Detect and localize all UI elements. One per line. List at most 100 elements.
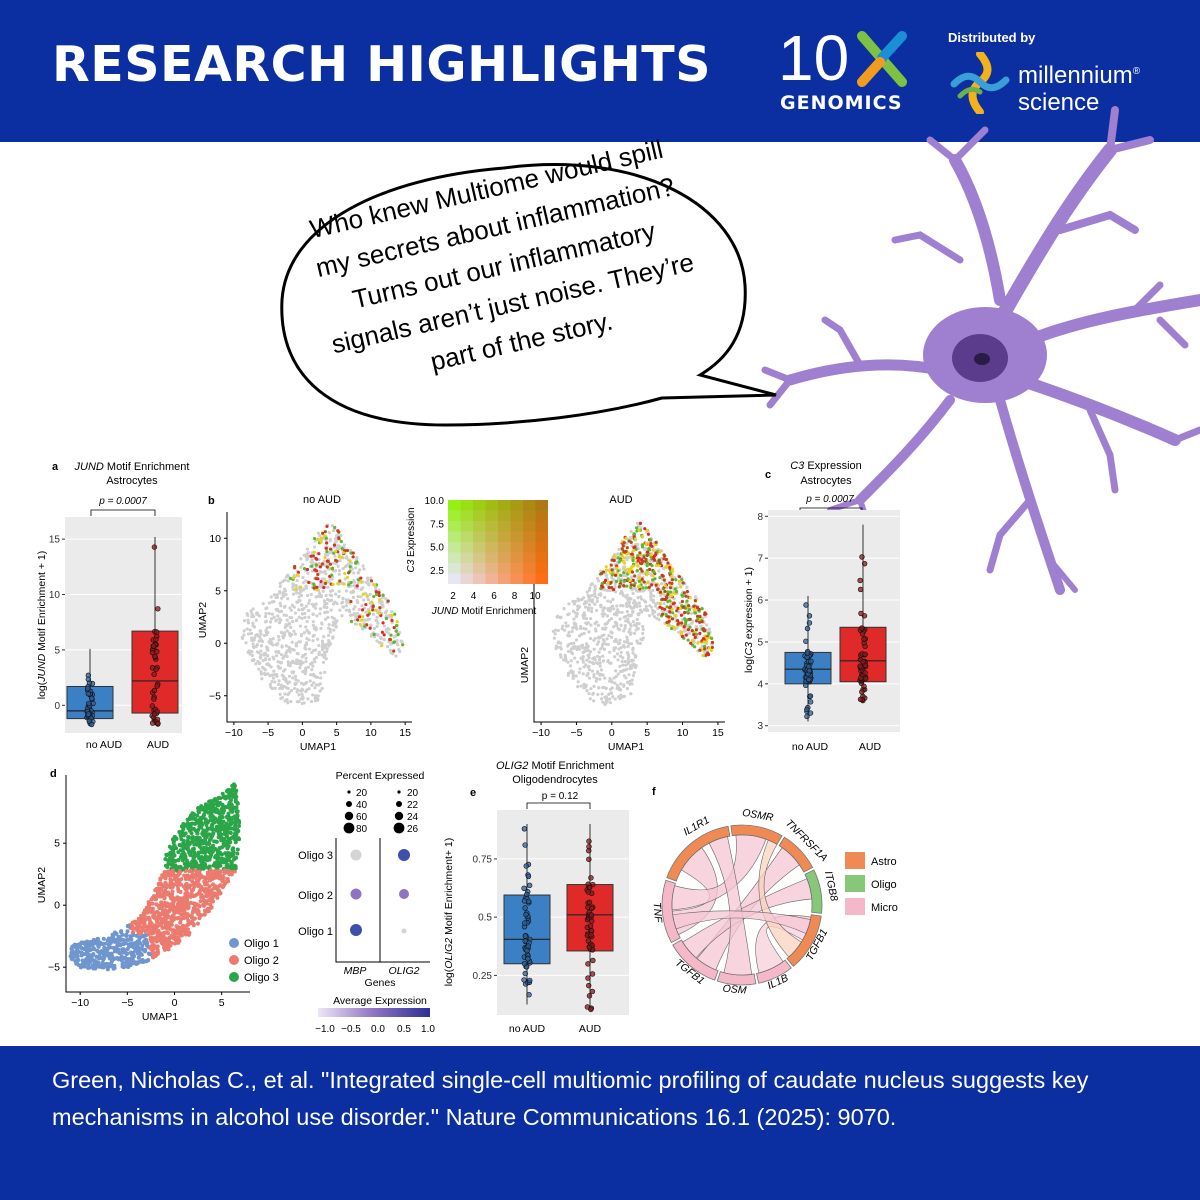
- umap-point: [128, 950, 133, 955]
- umap-point: [357, 607, 361, 612]
- umap-highlight-point: [604, 565, 608, 569]
- umap-point: [185, 906, 190, 911]
- umap-point: [662, 566, 666, 570]
- legend-xlabel-rest: Motif Enrichment: [458, 606, 536, 617]
- umap-highlight-point: [683, 610, 687, 615]
- umap-highlight-point: [622, 541, 626, 545]
- umap-point: [579, 624, 583, 629]
- umap-point: [123, 955, 128, 960]
- umap-point: [595, 642, 599, 646]
- umap-point: [653, 604, 658, 608]
- umap-point: [192, 850, 197, 855]
- umap-point: [275, 595, 279, 600]
- umap-highlight-point: [670, 574, 674, 578]
- umap-highlight-point: [615, 564, 619, 568]
- umap-point: [274, 607, 278, 612]
- data-point: [857, 696, 864, 703]
- umap-point: [311, 612, 315, 616]
- umap-point: [359, 587, 363, 592]
- legend-cell: [510, 563, 523, 574]
- umap-point: [311, 634, 315, 638]
- umap-highlight-point: [643, 527, 647, 531]
- umap-point: [287, 647, 292, 651]
- umap-highlight-point: [635, 569, 639, 573]
- umap-point: [561, 624, 565, 628]
- y-tick-label: 5: [54, 645, 60, 656]
- umap-point: [199, 858, 204, 863]
- umap-point: [242, 629, 246, 633]
- umap-point: [155, 945, 160, 950]
- umap-point: [171, 844, 176, 849]
- umap-point: [293, 583, 297, 587]
- umap-point: [307, 631, 312, 635]
- umap-highlight-point: [693, 598, 697, 603]
- umap-point: [205, 820, 210, 825]
- umap-highlight-point: [617, 560, 621, 564]
- umap-point: [605, 614, 609, 618]
- umap-point: [141, 934, 146, 939]
- legend-cell: [498, 552, 511, 563]
- umap-point: [204, 899, 209, 904]
- umap-point: [174, 867, 179, 872]
- umap-highlight-point: [347, 583, 351, 587]
- umap-point: [259, 632, 263, 636]
- umap-point: [321, 660, 326, 664]
- umap-point: [300, 607, 305, 612]
- umap-point: [168, 877, 173, 882]
- umap-point: [222, 838, 227, 843]
- umap-highlight-point: [360, 618, 364, 622]
- umap-point: [638, 571, 642, 575]
- umap-point: [614, 674, 618, 679]
- umap-point: [585, 642, 589, 646]
- umap-point: [345, 600, 349, 604]
- umap-point: [314, 694, 318, 698]
- legend-cell: [535, 500, 548, 511]
- umap-point: [80, 962, 85, 967]
- umap-point: [131, 926, 136, 931]
- umap-point: [585, 673, 589, 678]
- umap-point: [315, 614, 319, 618]
- umap-point: [271, 643, 275, 647]
- umap-highlight-point: [684, 633, 688, 637]
- umap-point: [384, 597, 388, 601]
- umap-point: [229, 862, 234, 867]
- y-tick-label: 5: [215, 585, 221, 597]
- umap-point: [327, 531, 331, 535]
- umap-highlight-point: [325, 524, 329, 529]
- umap-point: [562, 607, 566, 611]
- umap-point: [186, 920, 191, 925]
- umap-point: [198, 899, 203, 904]
- umap-highlight-point: [378, 598, 382, 602]
- umap-point: [182, 846, 187, 851]
- umap-highlight-point: [651, 548, 655, 552]
- umap-point: [567, 612, 571, 616]
- umap-point: [288, 650, 292, 654]
- umap-point: [607, 588, 612, 593]
- umap-point: [572, 641, 576, 645]
- legend-cell: [510, 521, 523, 532]
- umap-point: [264, 619, 269, 623]
- umap-point: [400, 640, 404, 644]
- umap-point: [625, 541, 629, 545]
- umap-point: [157, 893, 162, 898]
- legend-cell: [473, 573, 486, 584]
- data-point: [808, 658, 814, 665]
- umap-point: [595, 599, 599, 603]
- umap-highlight-point: [676, 606, 680, 611]
- y-tick-label: 6: [757, 596, 763, 607]
- legend-cell: [510, 573, 523, 584]
- umap-point: [212, 839, 217, 844]
- umap-point: [576, 660, 580, 664]
- umap-point: [594, 620, 599, 624]
- umap-highlight-point: [378, 611, 382, 615]
- umap-point: [125, 947, 130, 952]
- umap-point: [281, 636, 286, 640]
- umap-point: [617, 647, 621, 651]
- umap-point: [182, 895, 187, 900]
- umap-highlight-point: [325, 541, 329, 545]
- umap-highlight-point: [668, 565, 672, 570]
- umap-highlight-point: [380, 644, 384, 648]
- umap-point: [168, 855, 173, 860]
- umap-point: [629, 624, 633, 628]
- umap-point: [179, 933, 184, 938]
